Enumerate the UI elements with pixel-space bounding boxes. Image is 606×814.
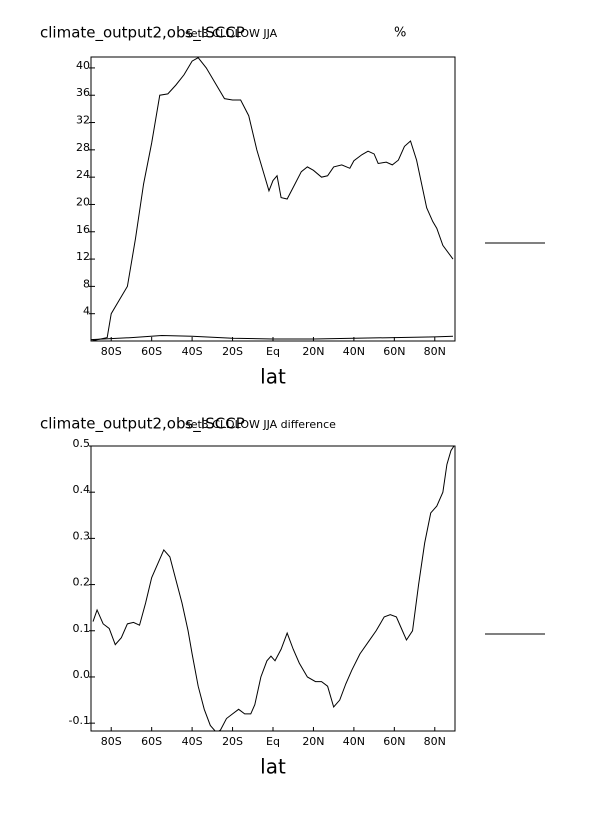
y-tick-label: 0.5 xyxy=(73,437,91,450)
y-tick-label: 4 xyxy=(83,305,90,318)
x-tick-label: 60S xyxy=(141,345,162,358)
x-tick-label: 60S xyxy=(141,735,162,748)
plot-frame xyxy=(90,445,456,732)
x-axis-label: lat xyxy=(260,755,286,779)
chart-title: climate_output2,obs_ISCCP xyxy=(40,415,245,434)
y-tick-label: 0.4 xyxy=(73,483,91,496)
y-tick-label: 28 xyxy=(76,141,90,154)
x-tick-label: 20S xyxy=(222,735,243,748)
y-tick-label: 0.1 xyxy=(73,622,91,635)
units: % xyxy=(394,26,406,41)
x-tick-label: 60N xyxy=(383,735,405,748)
x-tick-label: 80N xyxy=(424,345,446,358)
x-tick-label: 80S xyxy=(101,735,122,748)
y-tick-label: 20 xyxy=(76,195,90,208)
x-axis-label: lat xyxy=(260,365,286,389)
x-tick-label: 20S xyxy=(222,345,243,358)
y-tick-label: 0.0 xyxy=(73,668,91,681)
x-tick-label: 20N xyxy=(302,735,324,748)
y-tick-label: 40 xyxy=(76,59,90,72)
x-tick-label: 20N xyxy=(302,345,324,358)
x-tick-label: 40N xyxy=(343,735,365,748)
x-tick-label: 40S xyxy=(182,345,203,358)
y-tick-label: 24 xyxy=(76,168,90,181)
x-tick-label: 80N xyxy=(424,735,446,748)
chart-subtitle: set3 CLDLOW JJA difference xyxy=(185,418,336,431)
y-tick-label: 12 xyxy=(76,250,90,263)
x-tick-label: 40N xyxy=(343,345,365,358)
chart-subtitle: set3 CLDLOW JJA xyxy=(185,27,278,40)
y-tick-label: 8 xyxy=(83,277,90,290)
x-tick-label: 80S xyxy=(101,345,122,358)
y-tick-label: 36 xyxy=(76,86,90,99)
x-tick-label: 60N xyxy=(383,345,405,358)
y-tick-label: 32 xyxy=(76,114,90,127)
data-line xyxy=(91,335,453,341)
plot-frame xyxy=(90,56,456,342)
data-line xyxy=(92,446,455,731)
chart-title: climate_output2,obs_ISCCP xyxy=(40,24,245,43)
y-tick-label: 16 xyxy=(76,223,90,236)
y-tick-label: -0.1 xyxy=(69,714,90,727)
y-tick-label: 0.3 xyxy=(73,529,91,542)
x-tick-label: Eq xyxy=(266,735,280,748)
x-tick-label: 40S xyxy=(182,735,203,748)
x-tick-label: Eq xyxy=(266,345,280,358)
y-tick-label: 0.2 xyxy=(73,576,91,589)
data-line xyxy=(91,57,454,341)
